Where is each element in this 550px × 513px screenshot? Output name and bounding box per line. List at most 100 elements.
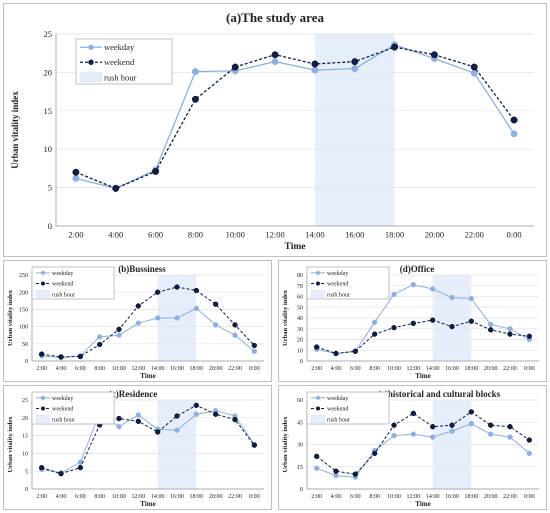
data-point-weekend bbox=[352, 348, 358, 354]
data-point-weekend bbox=[468, 409, 474, 415]
x-tick-label: 18:00 bbox=[189, 494, 203, 500]
data-point-weekend bbox=[116, 326, 122, 333]
data-point-weekend bbox=[488, 422, 494, 428]
legend-label-weekday: weekday bbox=[327, 271, 348, 277]
data-point-weekend bbox=[112, 184, 120, 192]
y-axis-label: Urban vitality index bbox=[7, 289, 14, 346]
data-point-weekend bbox=[526, 437, 532, 443]
legend-label-weekend: weekend bbox=[327, 407, 348, 413]
data-point-weekend bbox=[507, 331, 513, 337]
y-tick-label: 20 bbox=[22, 416, 28, 422]
data-point-weekend bbox=[470, 63, 478, 71]
legend-label-weekend: weekend bbox=[104, 57, 135, 67]
legend-label-weekday: weekday bbox=[327, 396, 348, 402]
x-tick-label: 4:00 bbox=[331, 494, 342, 500]
legend-swatch-rush-hour bbox=[35, 415, 51, 423]
y-tick-label: 0 bbox=[300, 487, 303, 493]
data-point-weekday bbox=[333, 473, 339, 479]
data-point-weekday bbox=[135, 320, 141, 326]
data-point-weekday bbox=[251, 348, 257, 355]
legend-label-weekend: weekend bbox=[327, 282, 348, 288]
data-point-weekend bbox=[333, 468, 339, 474]
x-tick-label: 14:00 bbox=[426, 494, 440, 500]
x-tick-label: 18:00 bbox=[464, 366, 478, 372]
data-point-weekend bbox=[135, 303, 141, 309]
data-point-weekday bbox=[213, 322, 219, 328]
data-point-weekday bbox=[391, 291, 397, 297]
data-point-weekday bbox=[488, 321, 494, 328]
x-tick-label: 8:00 bbox=[369, 494, 380, 500]
legend-label-rush-hour: rush hour bbox=[52, 417, 75, 423]
panel-study-area: 0 5 10 15 20 25 2:00 4:00 6:00 8:00 10:00 12:00 14:0… bbox=[3, 3, 547, 257]
y-tick-label: 60 bbox=[297, 295, 303, 301]
data-point-weekend bbox=[391, 422, 397, 428]
data-point-weekend bbox=[135, 418, 141, 425]
legend-swatch-rush-hour bbox=[310, 415, 326, 423]
data-point-weekend bbox=[333, 350, 339, 357]
y-tick-label: 15 bbox=[44, 106, 53, 116]
legend-label-rush-hour: rush hour bbox=[327, 417, 350, 423]
series-line-weekend bbox=[75, 46, 515, 190]
chart-historical-cultural: 0 15 30 45 60 2:00 4:00 6:00 8:00 10:00 12:00 14:00… bbox=[282, 389, 539, 508]
data-point-weekend bbox=[77, 464, 83, 471]
data-point-weekend bbox=[193, 287, 199, 294]
data-point-weekend bbox=[251, 342, 257, 349]
data-point-weekend bbox=[155, 429, 161, 435]
y-tick-label: 10 bbox=[22, 452, 28, 458]
series-line-weekend bbox=[41, 286, 255, 358]
y-tick-label: 15 bbox=[22, 434, 28, 440]
data-point-weekend bbox=[193, 402, 199, 408]
data-point-weekday bbox=[155, 315, 161, 321]
data-point-weekend bbox=[213, 301, 219, 307]
data-point-weekday bbox=[488, 431, 494, 437]
data-point-weekend bbox=[174, 413, 180, 419]
series-line-weekday bbox=[41, 410, 255, 474]
data-point-weekday bbox=[410, 282, 416, 288]
x-tick-label: 22:00 bbox=[228, 366, 242, 372]
data-point-weekend bbox=[351, 58, 359, 66]
data-point-weekday bbox=[507, 434, 513, 440]
data-point-weekday bbox=[174, 427, 180, 433]
chart-study-area: 0 5 10 15 20 25 2:00 4:00 6:00 8:00 10:00 12:00 14:0… bbox=[10, 10, 534, 252]
x-tick-label: 12:00 bbox=[131, 366, 145, 372]
series-line-weekend bbox=[316, 411, 530, 475]
data-point-weekday bbox=[77, 459, 83, 465]
x-tick-label: 2:00 bbox=[68, 230, 83, 240]
legend-marker-weekday bbox=[40, 395, 46, 400]
data-point-weekend bbox=[174, 284, 180, 290]
legend-swatch-rush-hour bbox=[310, 290, 326, 298]
x-tick-label: 2:00 bbox=[36, 366, 47, 372]
x-tick-label: 18:00 bbox=[385, 230, 404, 240]
data-point-weekend bbox=[97, 341, 103, 348]
data-point-weekend bbox=[391, 43, 399, 51]
x-tick-label: 16:00 bbox=[345, 230, 364, 240]
data-point-weekend bbox=[488, 327, 494, 333]
y-axis-label: Urban vitality index bbox=[7, 416, 14, 473]
x-tick-label: 16:00 bbox=[170, 494, 184, 500]
data-point-weekend bbox=[231, 63, 239, 71]
data-point-weekend bbox=[72, 168, 80, 176]
data-point-weekend bbox=[372, 331, 378, 337]
data-point-weekend bbox=[213, 411, 219, 417]
data-point-weekday bbox=[116, 424, 122, 430]
legend-swatch-rush-hour bbox=[35, 290, 51, 298]
y-axis-label: Urban vitality index bbox=[10, 91, 20, 169]
y-tick-label: 5 bbox=[25, 469, 28, 475]
chart-title: (c)Residence bbox=[109, 389, 157, 399]
chart-residence: 0 5 10 15 20 25 2:00 4:00 6:00 8:00 10:00 12:00 14:0… bbox=[7, 389, 264, 508]
legend-marker-weekend bbox=[315, 281, 321, 286]
x-tick-label: 18:00 bbox=[464, 494, 478, 500]
data-point-weekday bbox=[449, 428, 455, 434]
y-tick-label: 0 bbox=[300, 359, 303, 365]
y-tick-label: 50 bbox=[297, 305, 303, 311]
x-tick-label: 14:00 bbox=[151, 366, 165, 372]
y-tick-label: 20 bbox=[44, 67, 53, 77]
y-axis-label: Urban vitality index bbox=[282, 416, 289, 473]
data-point-weekday bbox=[311, 66, 319, 74]
data-point-weekend bbox=[58, 471, 64, 477]
x-tick-label: 18:00 bbox=[189, 366, 203, 372]
data-point-weekday bbox=[72, 174, 80, 182]
legend-label-weekday: weekday bbox=[104, 42, 135, 52]
data-point-weekend bbox=[271, 51, 279, 59]
y-tick-label: 25 bbox=[44, 29, 53, 39]
